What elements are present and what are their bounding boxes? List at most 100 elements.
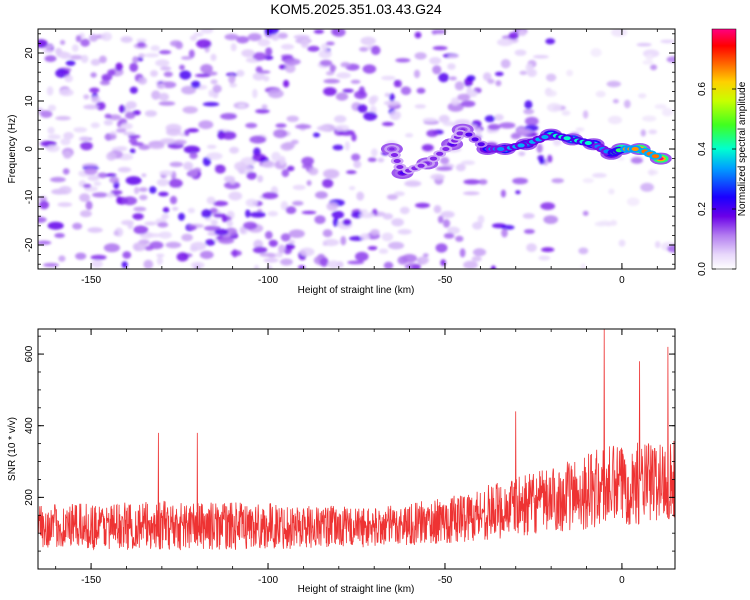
noise-blob [90,254,107,260]
snr-series-line [38,329,675,551]
noise-blob [281,169,290,178]
noise-blob [432,65,442,75]
noise-blob [133,225,149,235]
noise-blob [532,55,549,59]
noise-blob [342,219,352,226]
noise-blob [144,110,157,117]
noise-blob [648,129,658,135]
noise-blob [187,225,197,231]
noise-blob [42,49,54,54]
noise-blob [327,260,340,269]
noise-blob [80,141,93,151]
noise-blob [323,87,337,96]
noise-blob [58,255,66,262]
x-tick-label: 0 [619,575,625,586]
snr-frame [37,328,676,570]
noise-blob [57,202,73,208]
noise-blob [367,246,378,251]
chart-title: KOM5.2025.351.03.43.G24 [270,1,441,17]
noise-blob [226,72,238,77]
noise-blob [246,58,257,62]
noise-blob [273,129,288,139]
noise-blob [607,115,623,125]
noise-blob [308,167,319,176]
noise-blob [157,222,169,228]
noise-blob [92,192,108,198]
ridge-mark [393,159,401,163]
noise-blob [247,33,262,42]
noise-blob [494,114,504,121]
noise-blob [340,61,351,68]
noise-blob [156,178,170,187]
noise-blob [468,90,478,98]
noise-blob [198,120,214,130]
noise-blob [75,252,87,260]
noise-blob [300,38,309,49]
noise-blob [38,240,52,245]
noise-blob [99,55,107,64]
noise-blob [80,210,92,218]
y-tick-label: 200 [24,489,35,506]
snr-axes: -150 -100 -50 0 200 400 600 [24,329,675,586]
noise-blob [224,33,239,41]
noise-blob [210,219,218,226]
noise-blob [518,151,526,157]
noise-blob [325,71,335,76]
noise-blob [440,211,455,218]
noise-blob [359,46,369,52]
noise-blob [307,45,320,52]
noise-blob [182,106,198,114]
noise-blob [280,201,289,211]
noise-blob [101,73,113,81]
noise-blob [117,166,132,173]
noise-blob [257,38,271,47]
noise-blob [183,161,194,171]
noise-blob [484,115,496,123]
noise-blob [259,252,276,257]
noise-blob [95,101,106,111]
noise-blob [370,229,380,236]
noise-blob [186,128,199,133]
noise-blob [435,243,448,253]
noise-blob [236,36,250,44]
noise-blob [546,102,562,113]
noise-blob [120,36,133,43]
noise-blob [62,168,70,175]
noise-blob [151,90,161,100]
noise-blob [267,89,284,99]
noise-blob [232,249,238,258]
noise-blob [228,191,243,201]
noise-blob [125,176,142,185]
noise-blob [38,216,47,223]
noise-blob [460,160,476,165]
noise-blob [323,169,340,179]
noise-blob [660,39,675,44]
noise-blob [360,233,370,241]
ridge-mark [584,141,592,145]
noise-blob [512,177,528,185]
spectrogram-y-label: Frequency (Hz) [7,115,18,184]
noise-blob [608,188,615,195]
noise-blob [393,191,405,197]
noise-blob [230,43,237,52]
noise-blob [442,121,455,127]
noise-blob [447,102,464,112]
noise-blob [510,132,522,140]
noise-blob [148,143,165,150]
noise-blob [243,221,258,230]
noise-blob [162,207,170,213]
noise-blob [381,232,394,242]
noise-blob [541,247,555,253]
noise-blob [279,155,286,166]
noise-blob [661,108,674,117]
noise-blob [447,226,460,235]
noise-blob [226,220,233,227]
noise-blob [386,194,398,201]
noise-blob [257,175,264,183]
noise-blob [454,81,465,91]
noise-blob [654,241,661,249]
noise-blob [404,180,422,187]
noise-blob [378,248,389,254]
noise-blob [389,93,395,102]
